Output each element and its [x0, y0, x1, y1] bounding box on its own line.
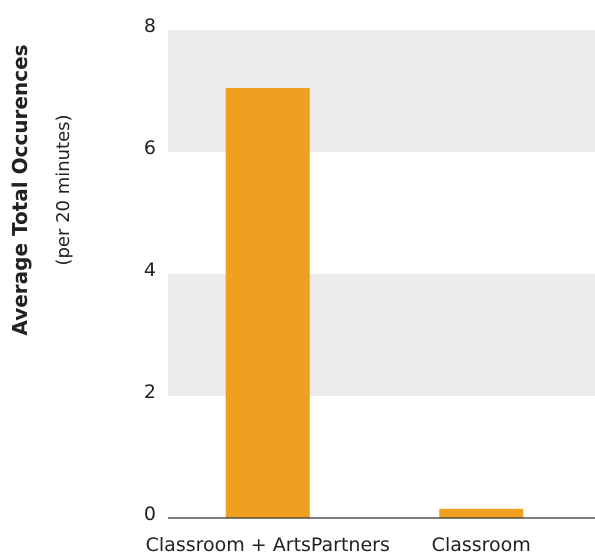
bar — [439, 508, 524, 518]
y-tick-labels: 0 2 4 6 8 — [144, 15, 156, 525]
y-tick-label: 2 — [144, 381, 156, 403]
x-category-labels: Classroom + ArtsPartners Classroom — [146, 534, 531, 556]
bars — [225, 87, 524, 518]
x-category-label: Classroom + ArtsPartners — [146, 534, 390, 555]
y-axis-label: Average Total Occurences — [8, 44, 32, 335]
y-tick-label: 4 — [144, 259, 156, 281]
y-tick-label: 8 — [144, 15, 156, 37]
y-tick-label: 6 — [144, 137, 156, 159]
x-category-label: Classroom — [432, 534, 531, 555]
bar — [225, 87, 310, 518]
y-axis-title: Average Total Occurences (per 20 minutes… — [8, 44, 74, 335]
y-axis-sublabel: (per 20 minutes) — [53, 114, 74, 265]
y-tick-label: 0 — [144, 503, 156, 525]
